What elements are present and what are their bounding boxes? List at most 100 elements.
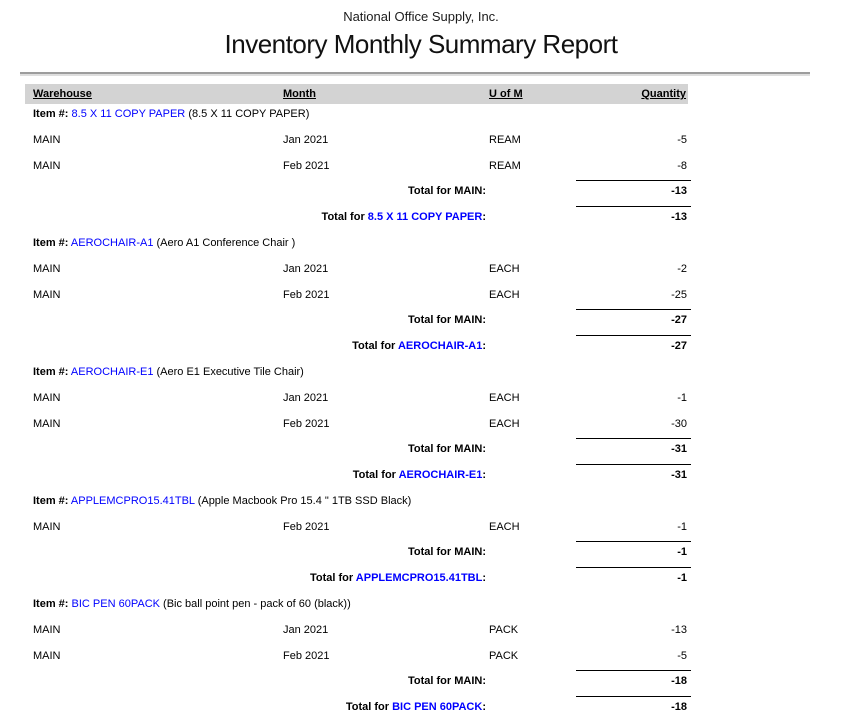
month-cell: Feb 2021 <box>283 160 330 172</box>
item-code-link[interactable]: AEROCHAIR-E1 <box>70 366 154 378</box>
quantity-cell: -30 <box>671 418 687 430</box>
warehouse-cell: MAIN <box>33 624 61 636</box>
item-header-row: Item #: BIC PEN 60PACK (Bic ball point p… <box>0 598 842 612</box>
total-for-label: Total for <box>352 340 398 352</box>
item-header: Item #: APPLEMCPRO15.41TBL (Apple Macboo… <box>33 495 411 508</box>
item-header-row: Item #: 8.5 X 11 COPY PAPER (8.5 X 11 CO… <box>0 108 842 122</box>
quantity-cell: -8 <box>677 160 687 172</box>
quantity-cell: -5 <box>677 650 687 662</box>
item-code-link[interactable]: AEROCHAIR-E1 <box>398 469 483 481</box>
uom-cell: PACK <box>489 650 519 662</box>
total-for-label: Total for <box>321 211 368 223</box>
item-total-quantity: -18 <box>671 701 687 713</box>
uom-cell: REAM <box>489 160 521 172</box>
item-header: Item #: BIC PEN 60PACK (Bic ball point p… <box>33 598 351 611</box>
item-header: Item #: 8.5 X 11 COPY PAPER (8.5 X 11 CO… <box>33 108 309 121</box>
quantity-cell: -13 <box>671 624 687 636</box>
quantity-cell: -1 <box>677 392 687 404</box>
item-header: Item #: AEROCHAIR-A1 (Aero A1 Conference… <box>33 237 295 250</box>
colon-label: : <box>482 340 486 352</box>
inventory-row: MAIN Jan 2021 PACK -13 <box>0 624 842 638</box>
total-underline <box>576 309 691 310</box>
item-description: (Apple Macbook Pro 15.4 " 1TB SSD Black) <box>197 495 412 507</box>
item-header-row: Item #: AEROCHAIR-E1 (Aero E1 Executive … <box>0 366 842 380</box>
warehouse-total-label: Total for MAIN: <box>407 546 486 558</box>
warehouse-cell: MAIN <box>33 650 61 662</box>
warehouse-total-row: Total for MAIN: -13 <box>0 185 842 199</box>
month-cell: Jan 2021 <box>283 624 329 636</box>
month-cell: Feb 2021 <box>283 418 330 430</box>
uom-cell: EACH <box>489 289 520 301</box>
company-name: National Office Supply, Inc. <box>343 9 499 24</box>
item-description: (Aero E1 Executive Tile Chair) <box>156 366 304 378</box>
warehouse-cell: MAIN <box>33 263 61 275</box>
inventory-row: MAIN Feb 2021 EACH -1 <box>0 521 842 535</box>
item-total-row: Total for AEROCHAIR-E1: -31 <box>0 469 842 483</box>
warehouse-total-quantity: -13 <box>671 185 687 197</box>
warehouse-cell: MAIN <box>33 289 61 301</box>
item-total-quantity: -27 <box>671 340 687 352</box>
warehouse-total-label: Total for MAIN: <box>407 185 486 197</box>
warehouse-total-quantity: -1 <box>677 546 687 558</box>
uom-cell: EACH <box>489 263 520 275</box>
item-section: Item #: AEROCHAIR-A1 (Aero A1 Conference… <box>0 237 842 357</box>
item-code-link[interactable]: AEROCHAIR-A1 <box>70 237 154 249</box>
uom-cell: EACH <box>489 392 520 404</box>
item-code-link[interactable]: AEROCHAIR-A1 <box>397 340 483 352</box>
total-underline <box>576 206 691 207</box>
item-total-quantity: -13 <box>671 211 687 223</box>
inventory-row: MAIN Feb 2021 PACK -5 <box>0 650 842 664</box>
item-number-label: Item #: <box>33 366 69 378</box>
item-code-link[interactable]: 8.5 X 11 COPY PAPER <box>71 108 186 120</box>
item-code-link[interactable]: APPLEMCPRO15.41TBL <box>70 495 195 507</box>
item-total-label: Total for BIC PEN 60PACK: <box>33 701 486 714</box>
column-header-month: Month <box>283 88 316 100</box>
month-cell: Jan 2021 <box>283 134 329 146</box>
quantity-cell: -1 <box>677 521 687 533</box>
item-total-label: Total for AEROCHAIR-A1: <box>33 340 486 353</box>
item-code-link[interactable]: BIC PEN 60PACK <box>392 701 483 713</box>
colon-label: : <box>482 469 486 481</box>
warehouse-total-row: Total for MAIN: -1 <box>0 546 842 560</box>
total-underline <box>576 696 691 697</box>
warehouse-total-quantity: -18 <box>671 675 687 687</box>
inventory-row: MAIN Feb 2021 EACH -30 <box>0 418 842 432</box>
inventory-row: MAIN Feb 2021 REAM -8 <box>0 160 842 174</box>
month-cell: Feb 2021 <box>283 289 330 301</box>
warehouse-total-row: Total for MAIN: -31 <box>0 443 842 457</box>
item-code-link[interactable]: APPLEMCPRO15.41TBL <box>355 572 483 584</box>
column-header-warehouse: Warehouse <box>33 88 92 100</box>
inventory-row: MAIN Jan 2021 EACH -1 <box>0 392 842 406</box>
item-total-label: Total for APPLEMCPRO15.41TBL: <box>33 572 486 585</box>
item-description: (8.5 X 11 COPY PAPER) <box>188 108 310 120</box>
warehouse-cell: MAIN <box>33 392 61 404</box>
uom-cell: EACH <box>489 418 520 430</box>
warehouse-cell: MAIN <box>33 134 61 146</box>
item-section: Item #: AEROCHAIR-E1 (Aero E1 Executive … <box>0 366 842 486</box>
warehouse-total-row: Total for MAIN: -18 <box>0 675 842 689</box>
total-underline <box>576 335 691 336</box>
warehouse-total-label: Total for MAIN: <box>407 675 486 687</box>
item-section: Item #: APPLEMCPRO15.41TBL (Apple Macboo… <box>0 495 842 615</box>
total-for-label: Total for <box>309 572 356 584</box>
warehouse-total-label: Total for MAIN: <box>407 314 486 326</box>
item-total-quantity: -1 <box>677 572 687 584</box>
inventory-row: MAIN Feb 2021 EACH -25 <box>0 289 842 303</box>
item-number-label: Item #: <box>33 108 69 120</box>
inventory-row: MAIN Jan 2021 REAM -5 <box>0 134 842 148</box>
uom-cell: REAM <box>489 134 521 146</box>
item-total-row: Total for 8.5 X 11 COPY PAPER: -13 <box>0 211 842 225</box>
item-section: Item #: 8.5 X 11 COPY PAPER (8.5 X 11 CO… <box>0 108 842 228</box>
month-cell: Feb 2021 <box>283 521 330 533</box>
item-header: Item #: AEROCHAIR-E1 (Aero E1 Executive … <box>33 366 304 379</box>
item-total-quantity: -31 <box>671 469 687 481</box>
item-header-row: Item #: AEROCHAIR-A1 (Aero A1 Conference… <box>0 237 842 251</box>
warehouse-total-quantity: -31 <box>671 443 687 455</box>
item-code-link[interactable]: BIC PEN 60PACK <box>71 598 160 610</box>
item-total-label: Total for AEROCHAIR-E1: <box>33 469 486 482</box>
total-underline <box>576 567 691 568</box>
warehouse-total-label: Total for MAIN: <box>407 443 486 455</box>
item-code-link[interactable]: 8.5 X 11 COPY PAPER <box>367 211 483 223</box>
table-header-row: Warehouse Month U of M Quantity <box>25 84 688 104</box>
